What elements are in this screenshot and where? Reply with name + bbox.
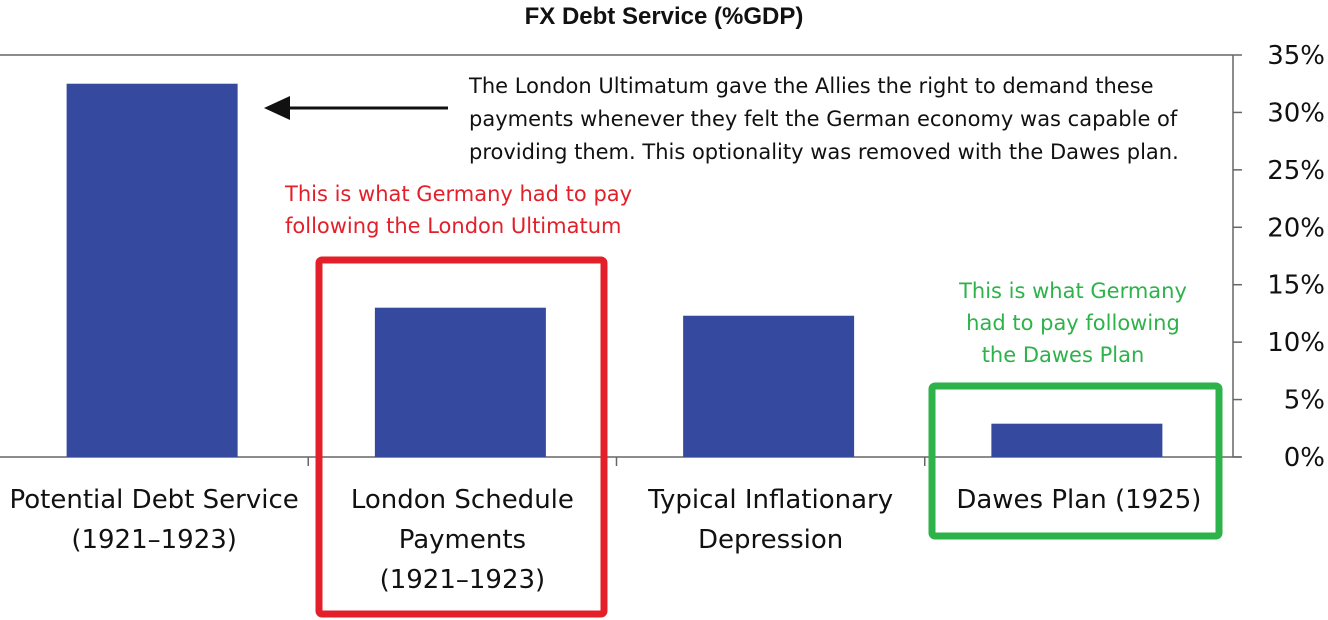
y-tick-label: 5% [1284,386,1325,416]
arrow-head-icon [264,96,290,120]
annotation-note-line: providing them. This optionality was rem… [469,140,1179,164]
x-axis-labels: Potential Debt Service(1921–1923)London … [10,485,1202,595]
annotation-note-line: payments whenever they felt the German e… [469,107,1178,131]
category-label-line: (1921–1923) [71,525,237,555]
category-label-line: Dawes Plan (1925) [956,485,1201,515]
y-tick-label: 20% [1267,213,1325,243]
category-label: Dawes Plan (1925) [956,485,1201,515]
annotation-note-line: The London Ultimatum gave the Allies the… [468,74,1154,98]
y-axis: 0% 5% 10% 15% 20% 25% 30% 35% [1233,41,1325,473]
y-tick-label: 15% [1267,271,1325,301]
category-label-line: London Schedule [351,485,574,515]
y-tick-label: 0% [1284,443,1325,473]
bar [374,307,546,457]
green-annotation-line: This is what Germany [958,279,1187,303]
red-annotation-line: following the London Ultimatum [285,214,621,238]
red-annotation-line: This is what Germany had to pay [284,182,632,206]
category-label-line: Depression [698,525,843,555]
bar [66,83,238,457]
green-annotation-line: had to pay following [966,311,1180,335]
chart-title: FX Debt Service (%GDP) [525,3,804,30]
y-tick-label: 30% [1267,98,1325,128]
bar [683,315,855,457]
category-label-line: Typical Inflationary [647,485,893,515]
green-annotation-line: the Dawes Plan [982,343,1145,367]
bars [66,83,1163,457]
category-label-line: (1921–1923) [380,565,546,595]
red-highlight-box [315,256,608,618]
category-label: Potential Debt Service (1921–1923) [10,485,299,555]
green-highlight-box [928,382,1223,540]
category-label: Typical Inflationary Depression [647,485,893,555]
y-tick-label: 10% [1267,328,1325,358]
category-label-line: Payments [399,525,526,555]
category-label-line: Potential Debt Service [10,485,299,515]
category-label: London Schedule Payments (1921–1923) [351,485,574,595]
bar [991,423,1163,457]
y-tick-label: 25% [1267,156,1325,186]
y-tick-label: 35% [1267,41,1325,71]
annotations: The London Ultimatum gave the Allies the… [264,74,1223,618]
